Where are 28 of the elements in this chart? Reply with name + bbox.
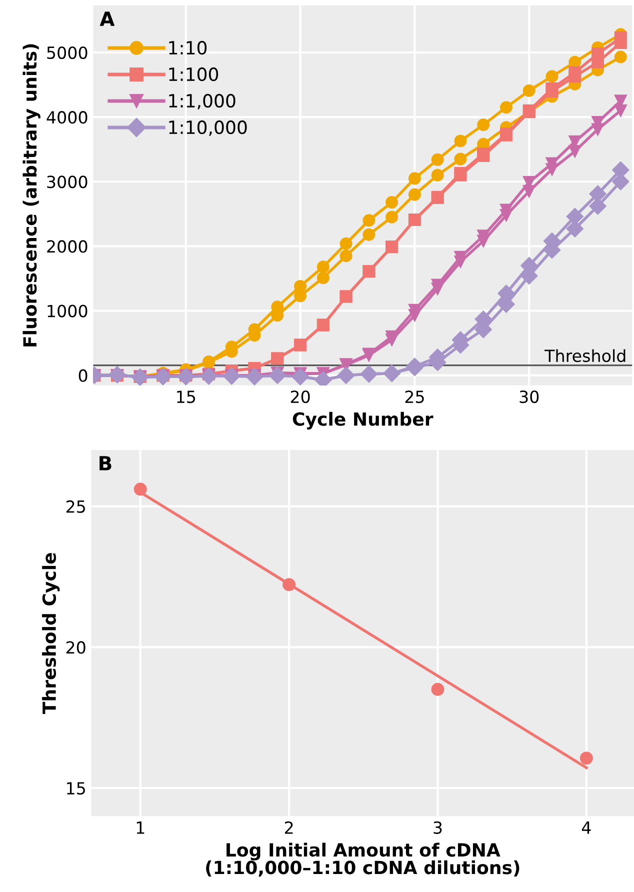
x-tick-label: 3 — [434, 821, 442, 834]
x-tick-label: 15 — [177, 390, 196, 404]
y-tick-label: 0 — [78, 369, 88, 382]
y-tick-label: 15 — [67, 782, 85, 795]
y-tick-label: 20 — [66, 641, 86, 654]
x-tick-label: 2 — [284, 821, 293, 834]
y-tick-label: 25 — [66, 500, 85, 513]
x-axis-title: Log Initial Amount of cDNA (1:10,000–1:10 cDNA dilutions) — [206, 842, 520, 877]
legend-label: 1:1,000 — [169, 94, 236, 110]
legend-label: 1:10 — [169, 40, 207, 55]
annotation: A — [100, 12, 115, 26]
x-tick-label: 20 — [290, 390, 310, 404]
x-axis-title: Cycle Number — [292, 412, 434, 430]
y-tick-label: 3000 — [47, 176, 88, 188]
legend-label: 1:100 — [169, 67, 218, 82]
legend-label: 1:10,000 — [169, 120, 247, 136]
x-tick-label: 25 — [405, 390, 424, 404]
y-axis-title: Fluorescence (arbitrary units) — [22, 44, 40, 346]
y-tick-label: 5000 — [47, 46, 88, 60]
x-tick-label: 30 — [520, 390, 539, 404]
y-tick-label: 1000 — [48, 304, 88, 318]
y-tick-label: 2000 — [47, 240, 88, 253]
annotation: B — [100, 456, 112, 470]
y-tick-label: 4000 — [46, 111, 88, 124]
x-tick-label: 4 — [582, 822, 591, 834]
y-axis-title: Threshold Cycle — [42, 553, 60, 714]
x-tick-label: 1 — [136, 822, 144, 834]
ref-line-label: Threshold — [544, 349, 626, 362]
